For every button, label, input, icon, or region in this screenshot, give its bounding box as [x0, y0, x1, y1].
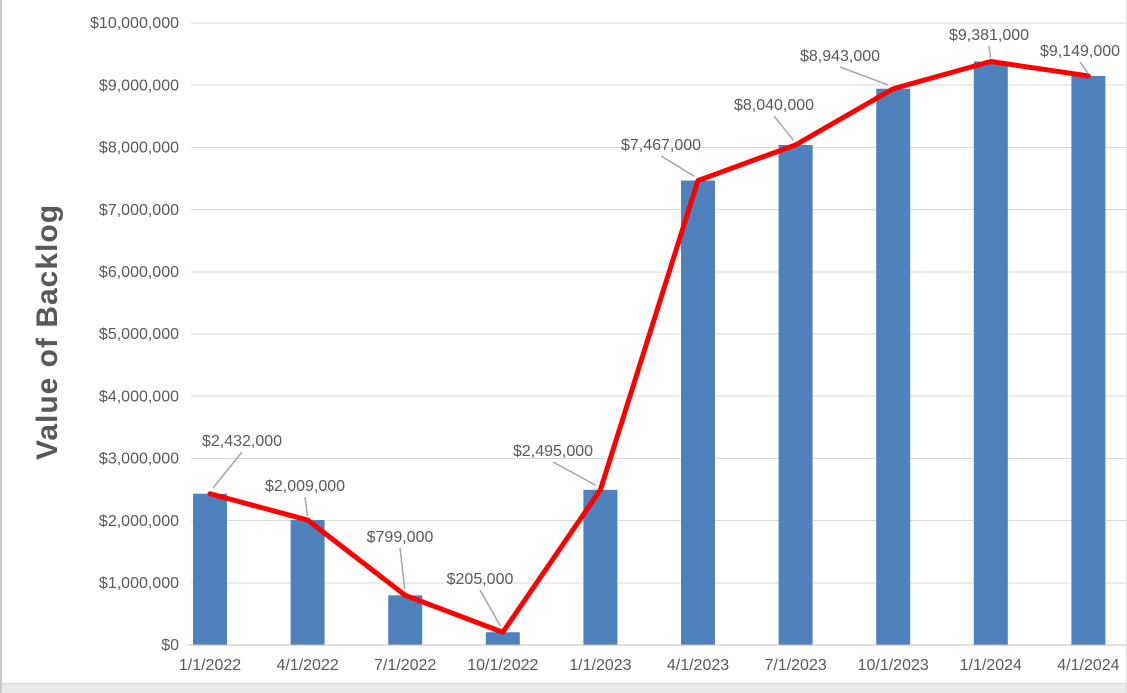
leader-line: [1079, 61, 1089, 74]
data-label: $7,467,000: [621, 137, 701, 154]
line-series: [207, 59, 1091, 635]
bar: [973, 61, 1008, 645]
y-tick-label: $7,000,000: [99, 202, 179, 219]
data-labels: $2,432,000 $2,009,000 $799,000 $205,000 $2,4…: [202, 27, 1120, 588]
x-tick-label: 7/1/2022: [374, 657, 436, 674]
y-axis-title: Value of Backlog: [31, 204, 64, 460]
x-tick-label: 4/1/2024: [1057, 657, 1119, 674]
y-tick-label: $10,000,000: [90, 15, 179, 32]
x-tick-label: 4/1/2022: [276, 657, 338, 674]
leader-line: [304, 496, 309, 517]
leader-line: [212, 451, 243, 489]
bar: [583, 489, 618, 645]
data-label: $799,000: [367, 529, 434, 546]
leader-line: [479, 589, 502, 627]
data-label: $8,943,000: [800, 48, 880, 65]
bar: [388, 595, 423, 645]
bar: [485, 632, 520, 645]
data-label: $9,381,000: [949, 27, 1029, 44]
y-tick-label: $9,000,000: [99, 77, 179, 94]
x-tick-label: 1/1/2022: [179, 657, 241, 674]
x-tick-label: 10/1/2022: [467, 657, 538, 674]
backlog-line: [207, 59, 1091, 635]
y-tick-label: $4,000,000: [99, 388, 179, 405]
leader-line: [660, 155, 695, 177]
bar: [290, 520, 325, 645]
y-tick-label: $2,000,000: [99, 513, 179, 530]
gridlines: [191, 22, 1126, 584]
x-tick-label: 7/1/2023: [764, 657, 826, 674]
leader-lines: [212, 45, 1089, 627]
bar: [778, 144, 813, 646]
y-tick-label: $0: [161, 637, 179, 654]
y-axis-tick-labels: $0 $1,000,000 $2,000,000 $3,000,000 $4,000,0…: [90, 15, 179, 654]
x-tick-label: 10/1/2023: [858, 657, 929, 674]
leader-line: [552, 461, 597, 486]
bar: [876, 88, 911, 645]
bar: [681, 180, 715, 645]
leader-line: [988, 45, 992, 59]
x-tick-label: 4/1/2023: [667, 657, 729, 674]
y-tick-label: $1,000,000: [99, 575, 179, 592]
bar-series: [193, 61, 1106, 646]
leader-line: [399, 547, 406, 589]
x-tick-label: 1/1/2023: [569, 657, 631, 674]
data-label: $2,432,000: [202, 433, 282, 450]
bar: [193, 493, 227, 645]
data-label: $2,495,000: [513, 443, 593, 460]
y-tick-label: $8,000,000: [99, 140, 179, 157]
data-label: $8,040,000: [734, 97, 814, 114]
data-label: $9,149,000: [1040, 43, 1120, 60]
bottom-edge-strip: [2, 683, 1126, 693]
bar: [1071, 75, 1106, 646]
leader-line: [839, 66, 889, 86]
y-tick-label: $5,000,000: [99, 326, 179, 343]
x-tick-label: 1/1/2024: [960, 657, 1022, 674]
y-tick-label: $3,000,000: [99, 451, 179, 468]
data-label: $205,000: [447, 571, 514, 588]
y-tick-label: $6,000,000: [99, 264, 179, 281]
x-axis-tick-labels: 1/1/2022 4/1/2022 7/1/2022 10/1/2022 1/1/202…: [179, 657, 1120, 674]
leader-line: [773, 115, 795, 141]
data-label: $2,009,000: [265, 478, 345, 495]
